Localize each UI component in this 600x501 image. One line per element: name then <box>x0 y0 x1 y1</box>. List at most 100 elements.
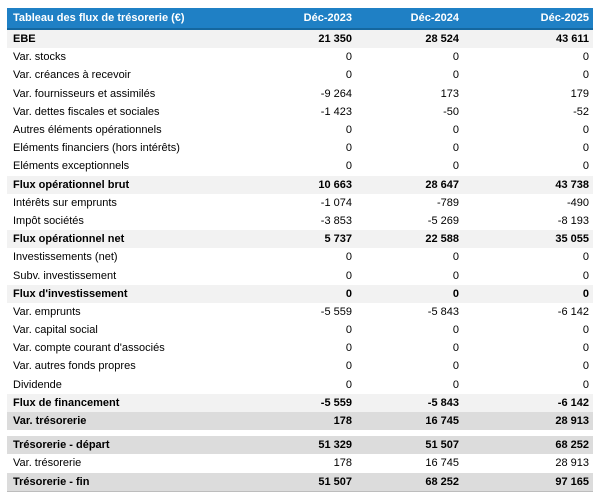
table-row: Var. capital social 0 0 0 <box>7 321 593 340</box>
row-value: 28 913 <box>555 457 589 470</box>
table-row: Eléments exceptionnels 0 0 0 <box>7 157 593 176</box>
table-row: Var. créances à recevoir 0 0 0 <box>7 66 593 85</box>
table-row: Impôt sociétés -3 853 -5 269 -8 193 <box>7 211 593 231</box>
table-row: Trésorerie - fin 51 507 68 252 97 165 <box>7 472 593 492</box>
row-label: Flux de financement <box>13 396 120 409</box>
table-row: Flux opérationnel brut 10 663 28 647 43 738 <box>7 175 593 194</box>
table-row: Var. trésorerie 178 16 745 28 913 <box>7 411 593 431</box>
row-value: 0 <box>452 69 459 82</box>
row-value: 0 <box>452 287 459 300</box>
row-value: 0 <box>452 342 459 355</box>
row-value: -50 <box>443 105 459 118</box>
row-value: 0 <box>582 342 589 355</box>
row-label: Impôt sociétés <box>13 214 84 227</box>
row-value: 21 350 <box>318 33 352 46</box>
row-value: 5 737 <box>324 233 352 246</box>
table-row: Trésorerie - départ 51 329 51 507 68 252 <box>7 436 593 455</box>
row-value: 0 <box>582 378 589 391</box>
row-value: 0 <box>582 269 589 282</box>
table-row: Var. fournisseurs et assimilés -9 264 173 1… <box>7 84 593 103</box>
row-value: 0 <box>582 142 589 155</box>
row-value: 28 913 <box>555 415 589 428</box>
row-value: -5 269 <box>427 214 459 227</box>
row-value: -5 559 <box>320 305 352 318</box>
row-value: -6 142 <box>557 305 589 318</box>
row-value: -9 264 <box>320 87 352 100</box>
row-value: -5 559 <box>320 396 352 409</box>
row-label: Var. autres fonds propres <box>13 360 136 373</box>
row-value: 179 <box>570 87 589 100</box>
row-value: -5 843 <box>427 305 459 318</box>
row-value: 28 647 <box>425 178 459 191</box>
table-body: EBE 21 350 28 524 43 611 Var. stocks 0 0 0 Var. … <box>7 30 593 492</box>
row-label: Investissements (net) <box>13 251 118 264</box>
table-row: Var. emprunts -5 559 -5 843 -6 142 <box>7 302 593 321</box>
row-value: 0 <box>582 287 589 300</box>
row-value: 51 507 <box>425 439 459 452</box>
row-value: 43 738 <box>555 178 589 191</box>
row-value: 0 <box>582 251 589 264</box>
row-label: Trésorerie - fin <box>13 475 90 488</box>
row-label: Var. trésorerie <box>13 457 82 470</box>
table-row: Subv. investissement 0 0 0 <box>7 266 593 285</box>
table-row: Flux opérationnel net 5 737 22 588 35 055 <box>7 230 593 249</box>
row-label: Dividende <box>13 378 62 391</box>
row-value: 16 745 <box>425 457 459 470</box>
table-title: Tableau des flux de trésorerie (€) <box>13 12 185 24</box>
table-row: Intérêts sur emprunts -1 074 -789 -490 <box>7 193 593 212</box>
column-header-dec-2024: Déc-2024 <box>410 12 459 24</box>
row-label: Var. emprunts <box>13 305 81 318</box>
row-value: 173 <box>440 87 459 100</box>
table-row: Dividende 0 0 0 <box>7 375 593 394</box>
table-row: Var. compte courant d'associés 0 0 0 <box>7 339 593 358</box>
row-value: 51 329 <box>318 439 352 452</box>
row-value: 0 <box>345 142 352 155</box>
row-value: 0 <box>345 251 352 264</box>
row-value: 0 <box>452 160 459 173</box>
row-value: 0 <box>452 360 459 373</box>
row-label: Eléments exceptionnels <box>13 160 130 173</box>
row-value: 0 <box>582 124 589 137</box>
table-row: Autres éléments opérationnels 0 0 0 <box>7 120 593 140</box>
row-value: 0 <box>452 269 459 282</box>
row-value: -5 843 <box>427 396 459 409</box>
row-value: 0 <box>452 51 459 64</box>
table-row: Investissements (net) 0 0 0 <box>7 248 593 267</box>
column-header-dec-2023: Déc-2023 <box>303 12 352 24</box>
row-value: 178 <box>333 415 352 428</box>
row-value: 22 588 <box>425 233 459 246</box>
row-value: 0 <box>452 378 459 391</box>
row-label: Var. compte courant d'associés <box>13 342 165 355</box>
row-value: -8 193 <box>557 214 589 227</box>
row-value: 28 524 <box>425 33 459 46</box>
row-label: Trésorerie - départ <box>13 439 110 452</box>
row-value: 16 745 <box>425 415 459 428</box>
row-value: 0 <box>582 69 589 82</box>
row-value: 0 <box>582 51 589 64</box>
row-value: -6 142 <box>557 396 589 409</box>
row-value: 51 507 <box>318 475 352 488</box>
row-value: -3 853 <box>320 214 352 227</box>
row-value: -1 423 <box>320 105 352 118</box>
row-value: 0 <box>582 160 589 173</box>
row-label: EBE <box>13 33 36 46</box>
row-value: 0 <box>452 142 459 155</box>
row-label: Flux opérationnel brut <box>13 178 130 191</box>
row-value: 68 252 <box>555 439 589 452</box>
table-row: EBE 21 350 28 524 43 611 <box>7 30 593 49</box>
row-value: 0 <box>345 51 352 64</box>
row-label: Subv. investissement <box>13 269 117 282</box>
table-row: Var. stocks 0 0 0 <box>7 48 593 67</box>
row-value: 10 663 <box>318 178 352 191</box>
table-row: Flux d'investissement 0 0 0 <box>7 284 593 303</box>
row-value: 0 <box>345 342 352 355</box>
row-label: Var. capital social <box>13 324 98 337</box>
row-label: Flux opérationnel net <box>13 233 125 246</box>
row-value: 0 <box>345 124 352 137</box>
row-value: 35 055 <box>555 233 589 246</box>
row-value: 0 <box>452 251 459 264</box>
row-value: 0 <box>345 269 352 282</box>
row-value: -52 <box>573 105 589 118</box>
table-row: Var. autres fonds propres 0 0 0 <box>7 357 593 376</box>
column-header-dec-2025: Déc-2025 <box>540 12 589 24</box>
